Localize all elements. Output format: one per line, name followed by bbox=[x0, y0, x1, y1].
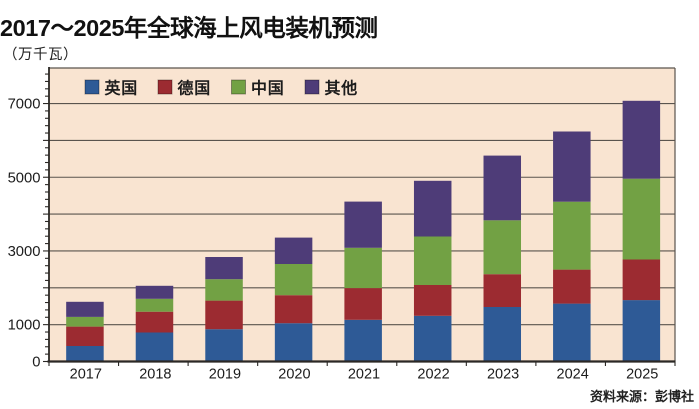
svg-text:2018: 2018 bbox=[139, 367, 171, 383]
svg-text:2021: 2021 bbox=[348, 367, 380, 383]
svg-text:2017: 2017 bbox=[70, 367, 102, 383]
svg-text:2024: 2024 bbox=[557, 367, 589, 383]
svg-text:英国: 英国 bbox=[104, 79, 139, 98]
svg-text:1000: 1000 bbox=[8, 318, 41, 334]
svg-text:2019: 2019 bbox=[209, 367, 241, 383]
svg-text:中国: 中国 bbox=[251, 79, 285, 98]
svg-text:2020: 2020 bbox=[278, 367, 310, 383]
svg-text:7000: 7000 bbox=[8, 97, 41, 113]
svg-text:2023: 2023 bbox=[487, 367, 519, 383]
svg-text:0: 0 bbox=[32, 355, 40, 371]
svg-text:其他: 其他 bbox=[325, 79, 359, 98]
svg-text:德国: 德国 bbox=[178, 79, 212, 98]
svg-text:3000: 3000 bbox=[8, 244, 41, 260]
svg-text:2022: 2022 bbox=[417, 367, 449, 383]
svg-text:2025: 2025 bbox=[626, 367, 658, 383]
svg-text:5000: 5000 bbox=[8, 170, 41, 186]
